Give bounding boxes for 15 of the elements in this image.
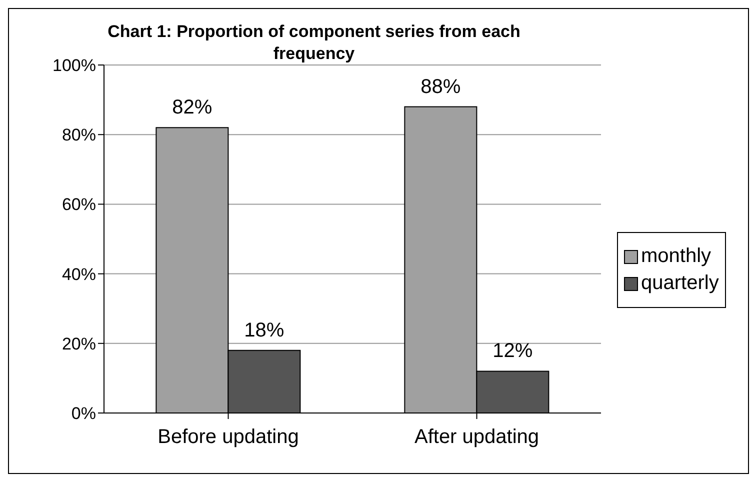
chart-title: Chart 1: Proportion of component series from each frequency [106, 21, 522, 65]
y-tick-label: 0% [71, 404, 96, 424]
legend-label: monthly [641, 245, 712, 268]
y-tick-label: 60% [62, 195, 96, 214]
x-tick-label: After updating [414, 426, 540, 448]
y-tick-label: 20% [62, 334, 96, 354]
x-tick-label: Before updating [158, 426, 299, 448]
y-tick-label: 40% [62, 264, 96, 284]
data-label: 88% [420, 76, 461, 98]
y-tick-label: 80% [62, 126, 96, 145]
data-label: 82% [172, 96, 212, 119]
data-label: 12% [492, 340, 533, 362]
y-tick-label: 100% [52, 56, 96, 76]
legend-label: quarterly [641, 272, 719, 295]
data-label: 18% [244, 319, 284, 342]
